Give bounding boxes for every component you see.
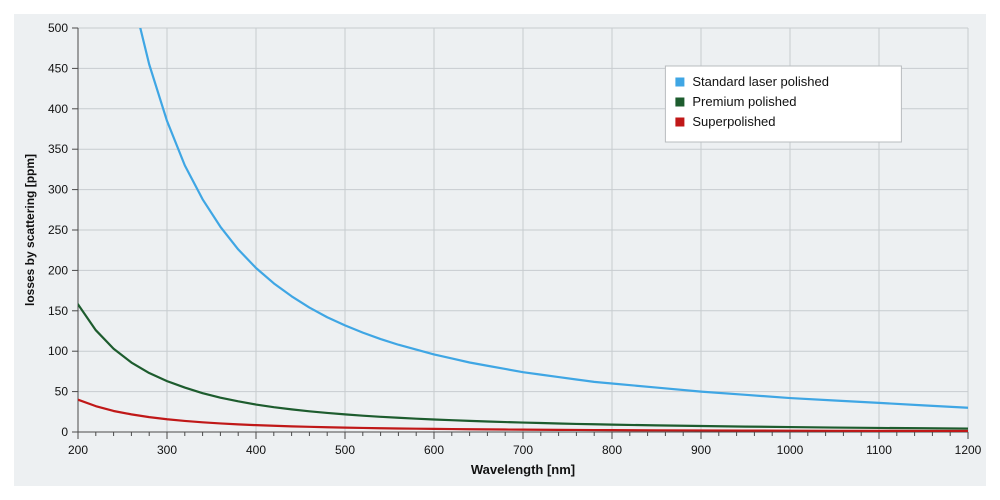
y-tick-label: 100 bbox=[48, 344, 68, 358]
y-tick-label: 200 bbox=[48, 263, 68, 277]
y-tick-label: 300 bbox=[48, 183, 68, 197]
legend-label-2: Superpolished bbox=[692, 114, 775, 129]
x-tick-label: 800 bbox=[602, 443, 622, 457]
x-tick-label: 900 bbox=[691, 443, 711, 457]
legend-marker-1 bbox=[675, 98, 684, 107]
x-tick-label: 700 bbox=[513, 443, 533, 457]
y-tick-label: 250 bbox=[48, 223, 68, 237]
legend-marker-2 bbox=[675, 118, 684, 127]
y-axis-title: losses by scattering [ppm] bbox=[23, 154, 37, 306]
legend-label-0: Standard laser polished bbox=[692, 74, 829, 89]
x-tick-label: 1200 bbox=[955, 443, 982, 457]
legend: Standard laser polished Premium polished S… bbox=[665, 66, 901, 142]
y-tick-label: 450 bbox=[48, 61, 68, 75]
legend-label-1: Premium polished bbox=[692, 94, 796, 109]
x-tick-label: 1100 bbox=[866, 443, 892, 457]
x-tick-label: 600 bbox=[424, 443, 444, 457]
y-tick-label: 400 bbox=[48, 102, 68, 116]
y-tick-label: 50 bbox=[55, 385, 69, 399]
x-tick-label: 300 bbox=[157, 443, 177, 457]
y-tick-label: 150 bbox=[48, 304, 68, 318]
x-axis-title: Wavelength [nm] bbox=[471, 462, 575, 477]
x-tick-label: 400 bbox=[246, 443, 266, 457]
y-tick-label: 350 bbox=[48, 142, 68, 156]
chart-panel: 200 300 400 500 600 700 800 900 1000 1100 1200 0 50 1… bbox=[14, 14, 986, 486]
x-tick-label: 200 bbox=[68, 443, 88, 457]
y-tick-label: 500 bbox=[48, 21, 68, 35]
legend-marker-0 bbox=[675, 78, 684, 87]
x-tick-label: 500 bbox=[335, 443, 355, 457]
x-tick-label: 1000 bbox=[777, 443, 804, 457]
y-tick-label: 0 bbox=[61, 425, 68, 439]
line-chart: 200 300 400 500 600 700 800 900 1000 1100 1200 0 50 1… bbox=[14, 14, 986, 486]
